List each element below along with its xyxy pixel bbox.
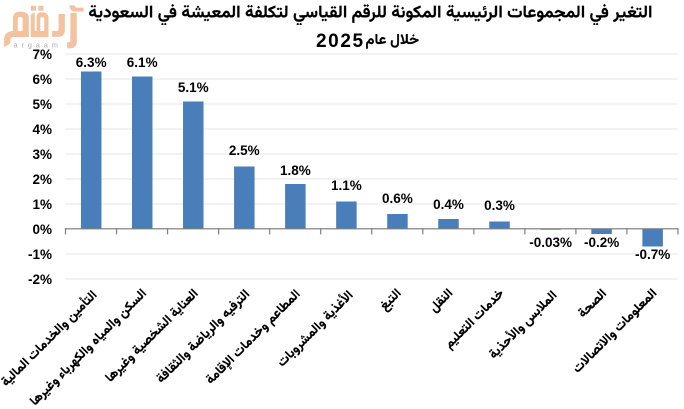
svg-text:argaam: argaam — [14, 40, 62, 49]
